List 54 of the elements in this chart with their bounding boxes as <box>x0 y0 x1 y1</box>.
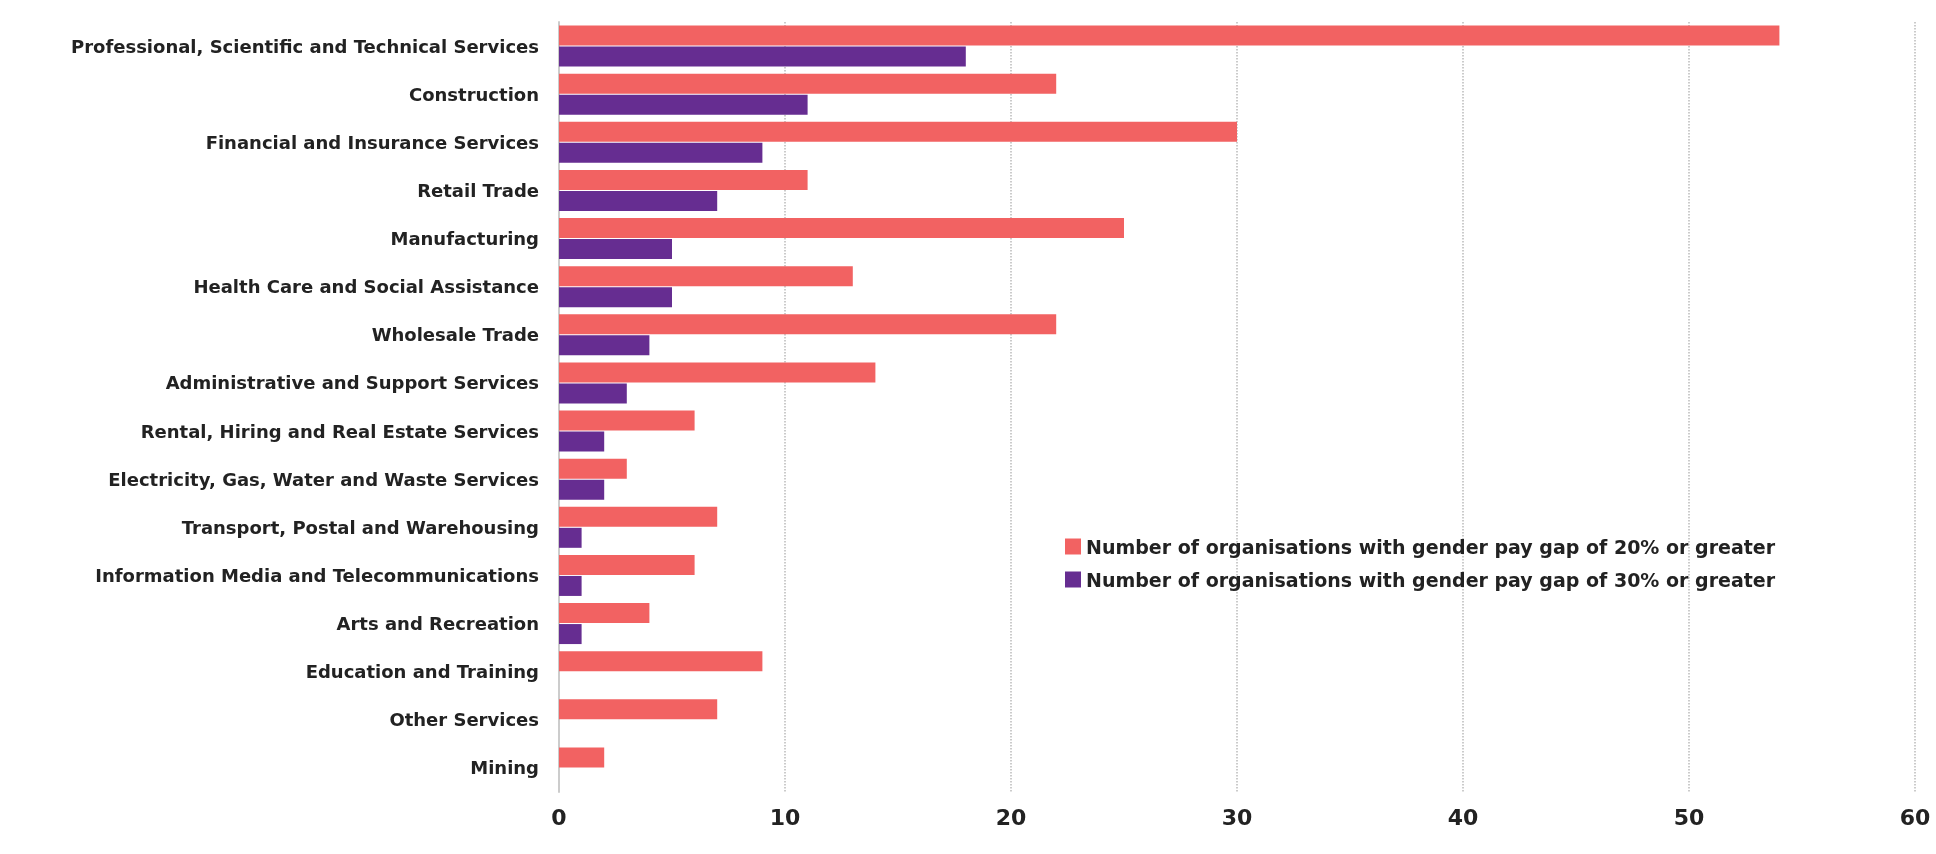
y-tick-label: Electricity, Gas, Water and Waste Services <box>108 468 539 490</box>
bar <box>559 479 605 500</box>
bar <box>559 527 582 548</box>
legend-label: Number of organisations with gender pay gap of 20% or greater <box>1086 535 1776 558</box>
y-tick-label: Mining <box>470 757 539 779</box>
bar <box>559 335 650 356</box>
bar <box>559 287 672 308</box>
bar <box>559 362 876 383</box>
bar <box>559 142 763 163</box>
x-tick-label: 40 <box>1447 804 1479 830</box>
bar <box>559 46 966 67</box>
y-tick-label: Financial and Insurance Services <box>205 131 539 153</box>
x-tick-label: 30 <box>1221 804 1253 830</box>
bar <box>559 699 718 720</box>
y-tick-label: Arts and Recreation <box>336 613 539 635</box>
x-tick-label: 0 <box>551 804 567 830</box>
y-tick-label: Education and Training <box>305 661 539 683</box>
y-tick-label: Health Care and Social Assistance <box>193 276 539 298</box>
bar <box>559 169 808 190</box>
bar <box>559 266 853 287</box>
x-tick-label: 50 <box>1673 804 1705 830</box>
bar <box>559 651 763 672</box>
x-tick-label: 20 <box>995 804 1027 830</box>
bar <box>559 383 627 404</box>
bar <box>559 603 650 624</box>
bar <box>559 747 605 768</box>
bar <box>559 554 695 575</box>
y-tick-label: Professional, Scientific and Technical Services <box>70 35 539 57</box>
bar <box>559 410 695 431</box>
bar <box>559 190 718 211</box>
bar <box>559 94 808 115</box>
x-tick-label: 60 <box>1899 804 1931 830</box>
bar <box>559 218 1124 239</box>
bar <box>559 25 1780 46</box>
bar <box>559 431 605 452</box>
y-tick-label: Construction <box>408 83 539 105</box>
y-tick-label: Rental, Hiring and Real Estate Services <box>140 420 539 442</box>
bar <box>559 314 1057 335</box>
y-tick-label: Transport, Postal and Warehousing <box>181 516 539 538</box>
x-tick-label: 10 <box>769 804 801 830</box>
legend-label: Number of organisations with gender pay gap of 30% or greater <box>1086 568 1776 591</box>
bar <box>559 121 1237 142</box>
bar <box>559 73 1057 94</box>
y-tick-label: Wholesale Trade <box>371 324 539 346</box>
y-tick-label: Other Services <box>389 709 539 731</box>
bar <box>559 506 718 527</box>
bar <box>559 575 582 596</box>
y-tick-label: Retail Trade <box>417 179 539 201</box>
y-tick-label: Manufacturing <box>390 228 539 250</box>
bar <box>559 458 627 479</box>
y-tick-label: Administrative and Support Services <box>165 372 539 394</box>
y-tick-label: Information Media and Telecommunications <box>95 564 539 586</box>
bar <box>559 624 582 645</box>
bar <box>559 239 672 260</box>
